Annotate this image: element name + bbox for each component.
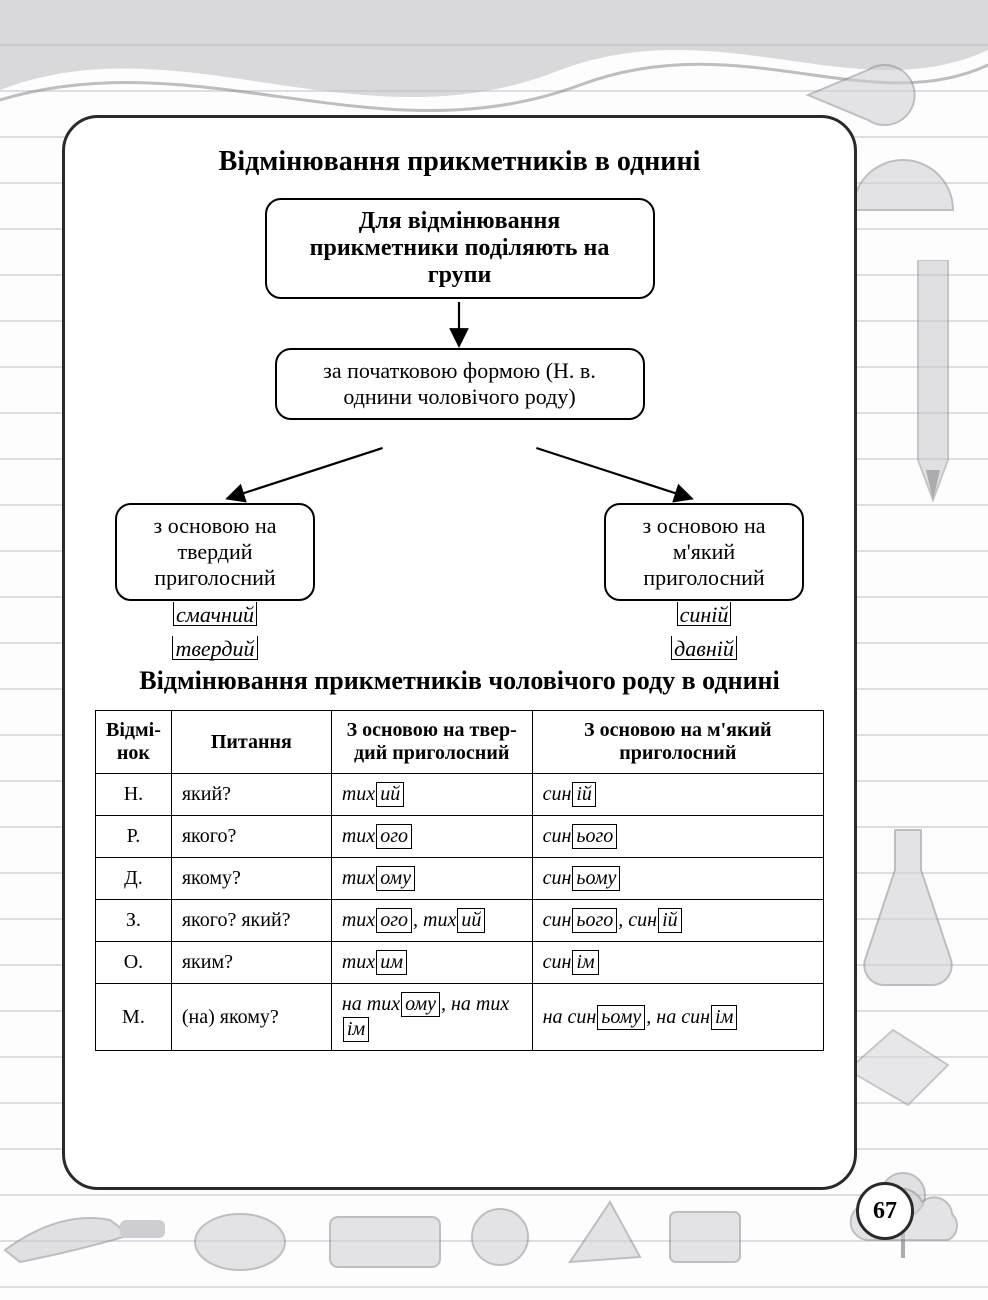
cell-soft: синьому bbox=[532, 858, 823, 900]
cell-question: якого? який? bbox=[171, 900, 331, 942]
declension-table: Відмі-нокПитанняЗ основою на твер-дий пр… bbox=[95, 710, 824, 1051]
cell-question: (на) якому? bbox=[171, 984, 331, 1051]
deco-protractor bbox=[848, 150, 958, 220]
examples-left: смачний твердий bbox=[115, 598, 315, 666]
table-header: Питання bbox=[171, 711, 331, 774]
cell-soft: синього bbox=[532, 816, 823, 858]
section-title-2: Відмінювання прикметників чоловічого род… bbox=[95, 666, 824, 696]
table-row: З.якого? який?тихого, тихийсинього, сині… bbox=[96, 900, 824, 942]
deco-brush-left bbox=[0, 1180, 170, 1270]
example-word: давній bbox=[671, 636, 737, 660]
tree-diagram: Для відмінювання прикметники поділяють н… bbox=[95, 198, 824, 658]
section-title-1: Відмінювання прикметників в однині bbox=[95, 146, 824, 178]
table-row: М.(на) якому?на тихому, на тихімна синьо… bbox=[96, 984, 824, 1051]
deco-flask-right bbox=[853, 820, 963, 990]
main-card: Відмінювання прикметників в однині Для в… bbox=[62, 115, 857, 1190]
cell-hard: тихому bbox=[331, 858, 532, 900]
cell-hard: тихим bbox=[331, 942, 532, 984]
table-row: О.яким?тихимсинім bbox=[96, 942, 824, 984]
cell-hard: тихого, тихий bbox=[331, 900, 532, 942]
node-mid: за початковою формою (Н. в. однини чолов… bbox=[275, 348, 645, 420]
node-top: Для відмінювання прикметники поділяють н… bbox=[265, 198, 655, 299]
cell-soft: на синьому, на синім bbox=[532, 984, 823, 1051]
cell-case: Р. bbox=[96, 816, 172, 858]
cell-hard: на тихому, на тихім bbox=[331, 984, 532, 1051]
cell-case: М. bbox=[96, 984, 172, 1051]
page-number: 67 bbox=[856, 1182, 914, 1240]
example-word: синій bbox=[677, 602, 732, 626]
cell-case: Н. bbox=[96, 774, 172, 816]
example-word: твердий bbox=[172, 636, 257, 660]
cell-case: З. bbox=[96, 900, 172, 942]
cell-question: який? bbox=[171, 774, 331, 816]
cell-hard: тихого bbox=[331, 816, 532, 858]
example-word: смачний bbox=[173, 602, 257, 626]
table-row: Н.який?тихийсиній bbox=[96, 774, 824, 816]
table-row: Д.якому?тихомусиньому bbox=[96, 858, 824, 900]
table-header: З основою на твер-дий приголосний bbox=[331, 711, 532, 774]
cell-hard: тихий bbox=[331, 774, 532, 816]
cell-question: якому? bbox=[171, 858, 331, 900]
cell-soft: синього, синій bbox=[532, 900, 823, 942]
cell-soft: синім bbox=[532, 942, 823, 984]
cell-question: якого? bbox=[171, 816, 331, 858]
table-header: Відмі-нок bbox=[96, 711, 172, 774]
cell-soft: синій bbox=[532, 774, 823, 816]
node-left: з основою на твердий приголосний bbox=[115, 503, 315, 601]
cell-case: О. bbox=[96, 942, 172, 984]
examples-right: синій давній bbox=[604, 598, 804, 666]
cell-question: яким? bbox=[171, 942, 331, 984]
cell-case: Д. bbox=[96, 858, 172, 900]
deco-pencil-right bbox=[888, 260, 978, 520]
table-row: Р.якого?тихогосинього bbox=[96, 816, 824, 858]
deco-bottom-items bbox=[170, 1187, 770, 1282]
table-header: З основою на м'який приголосний bbox=[532, 711, 823, 774]
node-right: з основою на м'який приголосний bbox=[604, 503, 804, 601]
